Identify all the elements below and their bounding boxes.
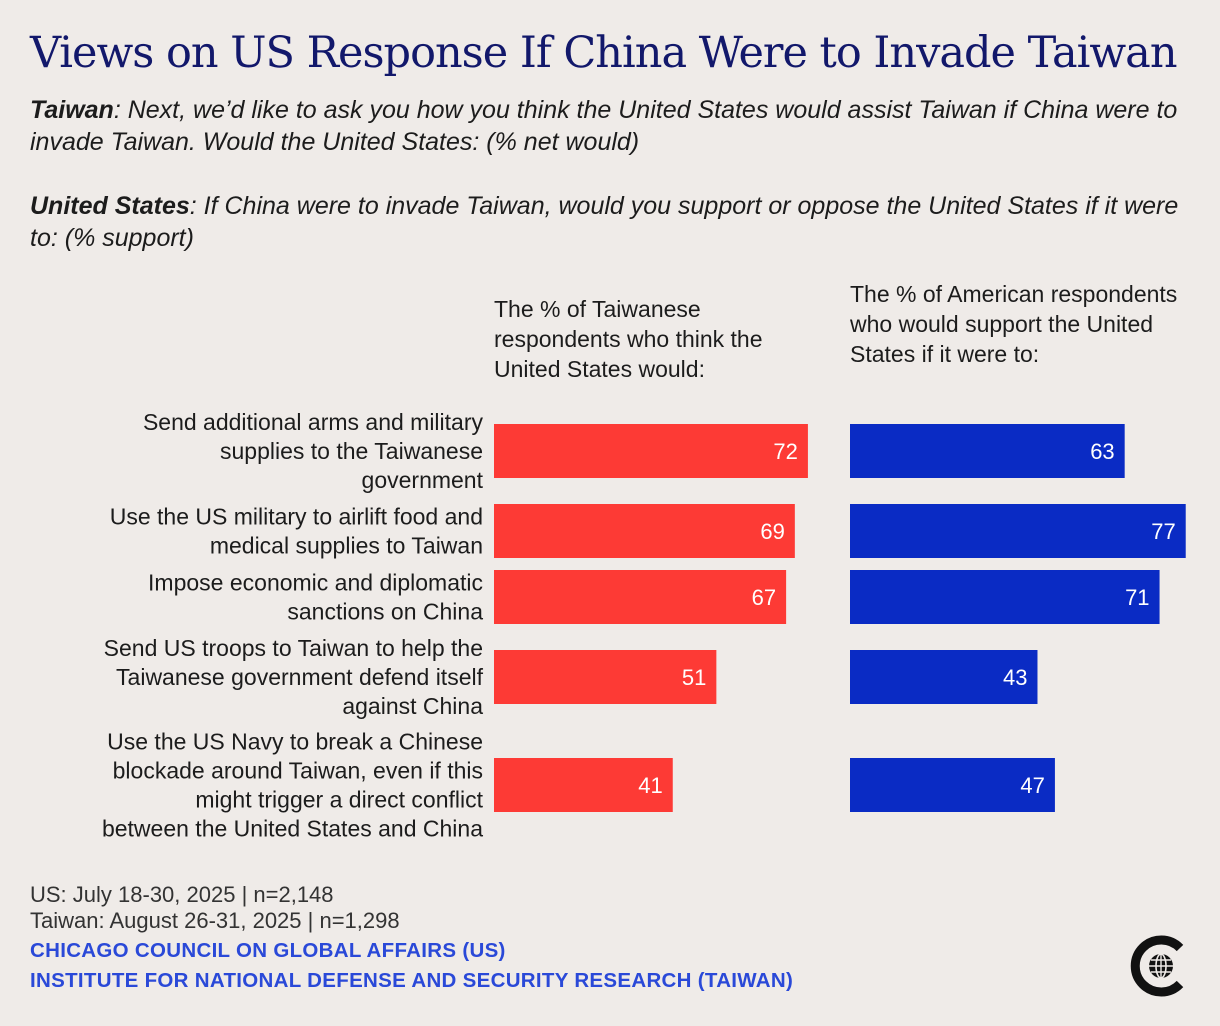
taiwan-bar	[494, 570, 787, 624]
us-bar	[850, 650, 1038, 704]
taiwan-bar-value-label: 69	[760, 519, 784, 544]
taiwan-bar	[494, 504, 795, 558]
category-label: Send US troops to Taiwan to help the Taiw…	[104, 635, 484, 719]
us-question-label: United States	[30, 192, 190, 220]
us-bar	[850, 758, 1055, 812]
taiwan-bar-value-label: 67	[752, 585, 776, 610]
category-label-line: Use the US Navy to break a Chinese	[107, 729, 483, 755]
taiwan-bar	[494, 650, 717, 704]
category-label-line: government	[362, 467, 484, 493]
chart-title: Views on US Response If China Were to In…	[30, 28, 1178, 78]
us-bar	[850, 570, 1160, 624]
taiwan-bar	[494, 424, 808, 478]
us-bar-value-label: 77	[1151, 519, 1175, 544]
category-label-line: Impose economic and diplomatic	[148, 570, 483, 596]
taiwan-column-heading: The % of Taiwanese respondents who think…	[494, 296, 763, 382]
category-label-line: Send US troops to Taiwan to help the	[104, 635, 483, 661]
source-us: CHICAGO COUNCIL ON GLOBAL AFFAIRS (US)	[30, 939, 506, 962]
us-bar-value-label: 43	[1003, 665, 1027, 690]
us-bar-value-label: 63	[1090, 439, 1114, 464]
us-column-heading: The % of American respondents who would …	[850, 281, 1178, 367]
taiwan-question-text: : Next, we’d like to ask you how you thi…	[30, 96, 1178, 156]
us-fieldwork-note: US: July 18-30, 2025 | n=2,148	[30, 882, 334, 907]
taiwan-bar	[494, 758, 673, 812]
taiwan-bar-value-label: 41	[638, 773, 662, 798]
us-bar	[850, 424, 1125, 478]
taiwan-question: Taiwan: Next, we’d like to ask you how y…	[30, 94, 1190, 158]
category-label: Impose economic and diplomatic sanctions …	[148, 570, 483, 625]
us-question: United States: If China were to invade T…	[30, 190, 1190, 254]
category-label: Use the US Navy to break a Chinese blocka…	[102, 729, 484, 842]
category-label-line: blockade around Taiwan, even if this	[113, 758, 483, 784]
category-label: Use the US military to airlift food and m…	[110, 504, 483, 559]
us-bar	[850, 504, 1186, 558]
taiwan-fieldwork-note: Taiwan: August 26-31, 2025 | n=1,298	[30, 908, 400, 933]
taiwan-bar-value-label: 51	[682, 665, 706, 690]
us-bar-value-label: 71	[1125, 585, 1149, 610]
category-label-line: against China	[342, 693, 483, 719]
us-question-text: : If China were to invade Taiwan, would …	[30, 192, 1179, 252]
category-label-line: supplies to the Taiwanese	[220, 438, 483, 464]
category-label-line: Taiwanese government defend itself	[116, 664, 484, 690]
category-label-line: medical supplies to Taiwan	[210, 533, 483, 559]
category-label: Send additional arms and military supplie…	[143, 409, 484, 493]
category-label-line: sanctions on China	[287, 599, 483, 625]
taiwan-bar-value-label: 72	[773, 439, 797, 464]
taiwan-question-label: Taiwan	[30, 96, 114, 124]
category-label-line: between the United States and China	[102, 816, 483, 842]
category-label-line: Use the US military to airlift food and	[110, 504, 483, 530]
source-taiwan: INSTITUTE FOR NATIONAL DEFENSE AND SECUR…	[30, 969, 794, 992]
us-bar-value-label: 47	[1020, 773, 1044, 798]
category-label-line: Send additional arms and military	[143, 409, 484, 435]
globe-c-logo-icon	[1130, 935, 1184, 997]
category-label-line: might trigger a direct conflict	[195, 787, 483, 813]
